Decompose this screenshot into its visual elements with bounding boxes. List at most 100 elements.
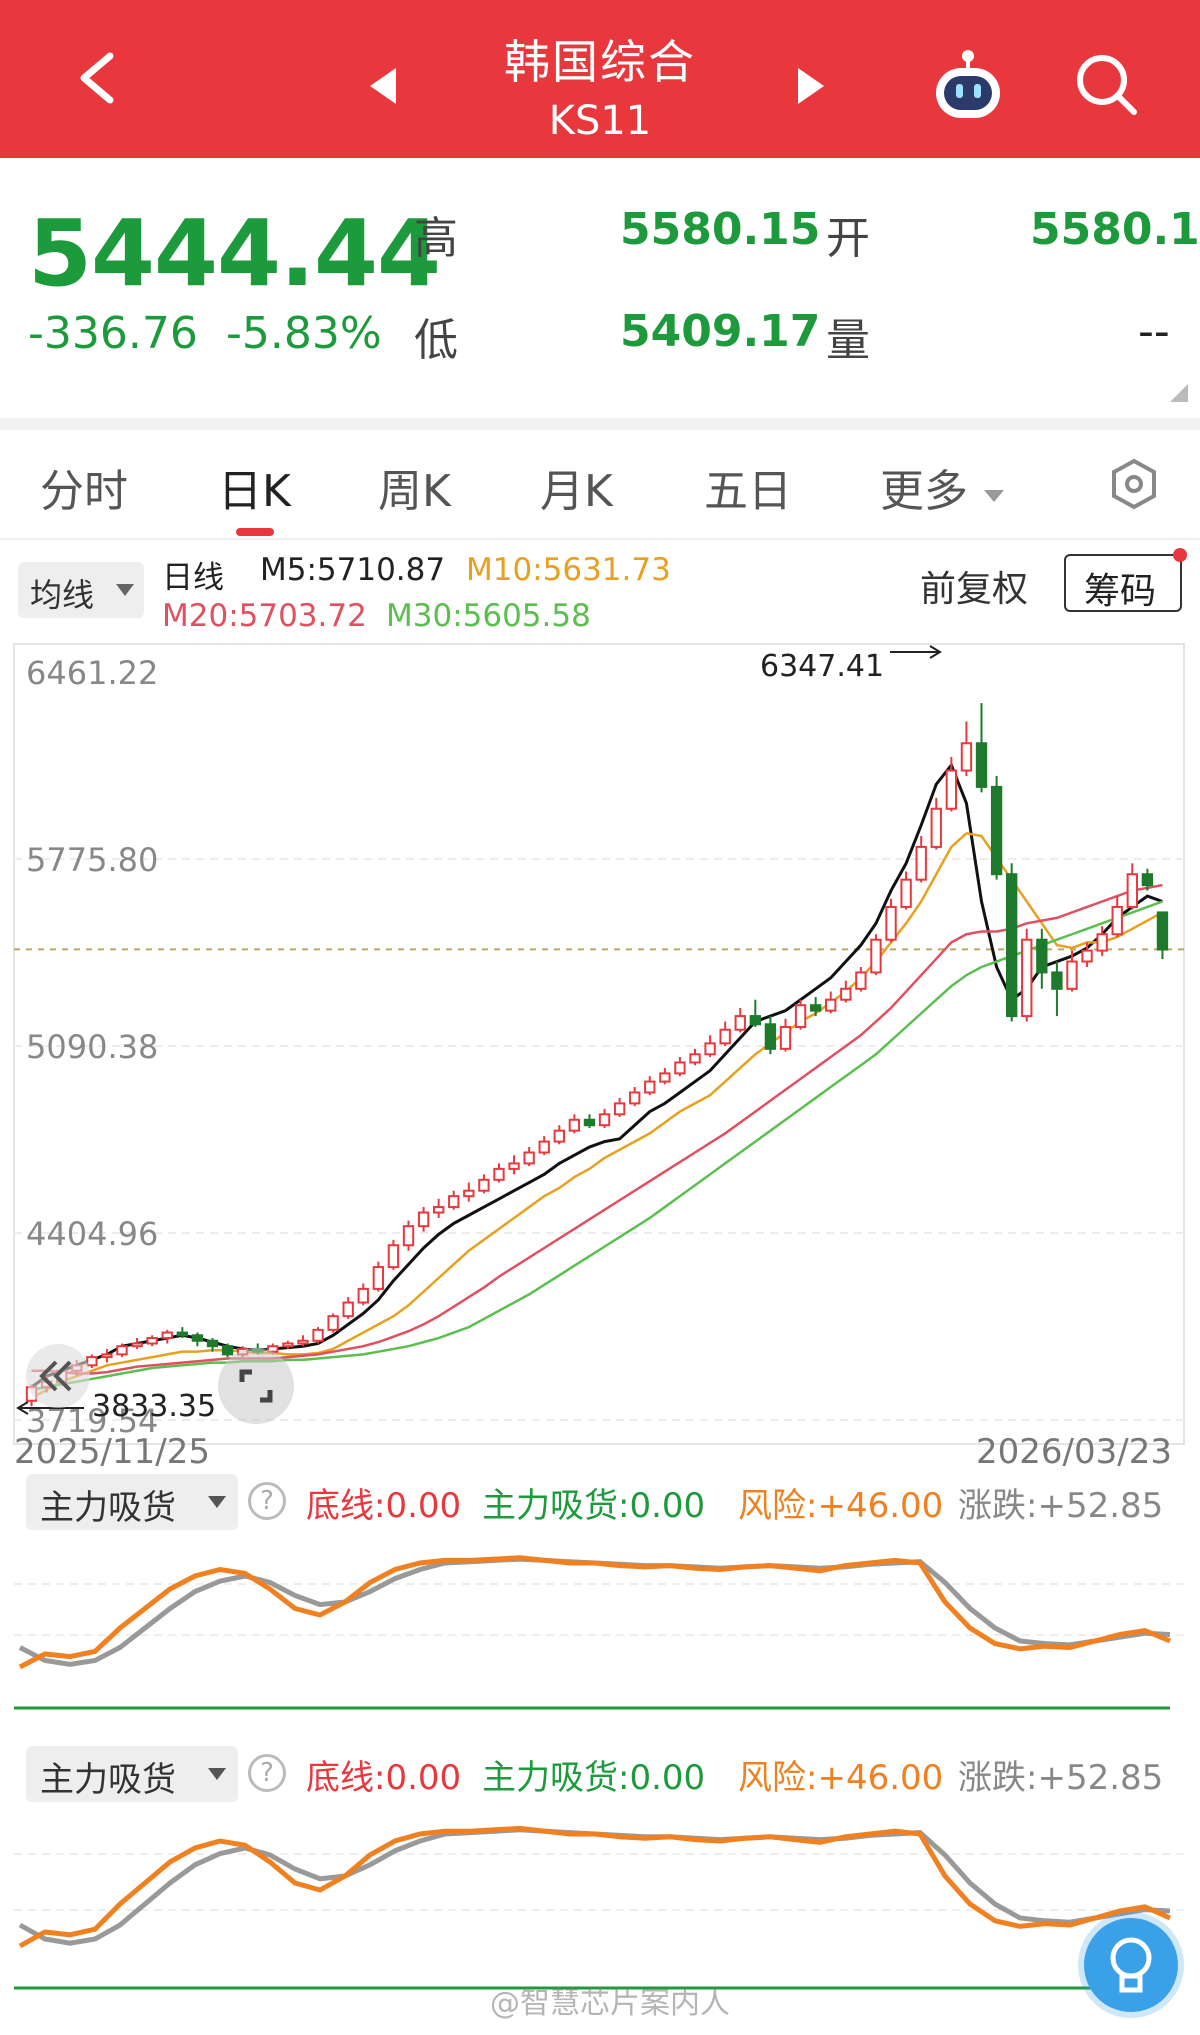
candle-body	[1005, 873, 1018, 1018]
candle	[568, 1114, 581, 1134]
max-arrowhead	[929, 645, 942, 659]
ma-line-m30	[31, 900, 1163, 1392]
candle	[825, 991, 837, 1014]
chips-button[interactable]: 筹码	[1064, 554, 1182, 612]
candle-body	[598, 1113, 611, 1127]
candle-body	[493, 1167, 505, 1181]
min-price-label: 3833.35	[92, 1389, 216, 1424]
candle-body	[282, 1342, 294, 1348]
ind2-change: 涨跌:+52.85	[958, 1758, 1164, 1798]
tab-more[interactable]: 更多	[880, 455, 1006, 519]
candle	[1036, 928, 1048, 989]
candle-body	[297, 1339, 309, 1345]
candle	[764, 1016, 777, 1055]
back-button[interactable]	[70, 48, 130, 108]
low-label: 低	[414, 315, 458, 366]
chart-settings-button[interactable]	[1108, 458, 1160, 514]
ma-m5: M5:5710.87	[260, 552, 446, 588]
candle-body	[583, 1118, 596, 1127]
candle	[508, 1155, 520, 1175]
candle	[478, 1174, 490, 1194]
candle	[1051, 961, 1063, 1017]
candle	[659, 1067, 671, 1085]
candle	[674, 1057, 686, 1077]
candle-body	[432, 1206, 445, 1214]
low-value: 5409.17	[620, 306, 821, 357]
indicator-help-icon-1[interactable]: ?	[248, 1482, 286, 1520]
candle-body	[1111, 905, 1123, 936]
index-code: KS11	[548, 98, 652, 144]
candle	[809, 996, 822, 1017]
caret-down-icon	[984, 490, 1004, 502]
tab-daily-k[interactable]: 日K	[218, 466, 291, 517]
candle	[1156, 911, 1169, 960]
caret-down-icon	[208, 1496, 226, 1508]
indicator-selector-1[interactable]: 主力吸货	[26, 1474, 238, 1530]
ma-line-m5	[30, 762, 1163, 1389]
tab-five-day[interactable]: 五日	[704, 466, 792, 517]
ma-m30: M30:5605.58	[386, 598, 591, 634]
ma-period: 日线	[162, 560, 224, 596]
candle	[975, 703, 988, 793]
candle-body	[146, 1337, 158, 1345]
candle-body	[131, 1342, 143, 1348]
candle-body	[1081, 949, 1093, 963]
candle-body	[372, 1266, 385, 1290]
candle	[146, 1335, 158, 1347]
indicator-help-icon-2[interactable]: ?	[248, 1754, 286, 1792]
candle	[463, 1182, 475, 1202]
candle-body	[327, 1315, 339, 1331]
candle-body	[674, 1061, 686, 1075]
fullscreen-button[interactable]	[218, 1348, 294, 1424]
adjust-type[interactable]: 前复权	[920, 569, 1029, 610]
candle-body	[342, 1301, 354, 1318]
candle-body	[704, 1042, 716, 1056]
top-bar: 韩国综合 KS11	[0, 0, 1200, 158]
candle	[357, 1283, 369, 1306]
candle-body	[990, 785, 1003, 876]
candle	[689, 1048, 701, 1066]
candle	[794, 999, 807, 1030]
price-change: -336.76	[28, 308, 198, 359]
next-index-button[interactable]	[796, 66, 826, 110]
chips-button-label: 筹码	[1084, 571, 1157, 612]
robot-assistant-button[interactable]	[930, 48, 1006, 128]
scroll-left-button[interactable]	[26, 1344, 90, 1408]
candle-body	[1051, 971, 1063, 990]
tab-weekly-k[interactable]: 周K	[378, 466, 451, 517]
candle-body	[885, 905, 897, 941]
candle	[1081, 942, 1093, 967]
triangle-right-icon	[798, 68, 824, 104]
candle	[191, 1332, 204, 1347]
tips-bulb-button[interactable]	[1084, 1918, 1178, 2012]
triangle-left-icon	[370, 68, 396, 104]
caret-down-icon	[208, 1768, 226, 1780]
chevron-left-icon	[80, 52, 114, 104]
candle-body	[689, 1053, 701, 1064]
indicator-selector-2[interactable]: 主力吸货	[26, 1746, 238, 1802]
candle-body	[417, 1211, 430, 1228]
expand-quote-icon[interactable]	[1170, 384, 1188, 406]
notification-dot	[1173, 548, 1187, 562]
candle-body	[312, 1328, 324, 1342]
tab-more-label: 更多	[880, 466, 968, 517]
candle-body	[719, 1028, 731, 1045]
indicator-chart-1	[14, 1555, 1184, 1710]
search-button[interactable]	[1074, 52, 1140, 122]
candle-body	[960, 742, 973, 772]
y-tick-label: 4404.96	[26, 1215, 158, 1253]
tab-monthly-k[interactable]: 月K	[540, 466, 613, 517]
candle	[86, 1354, 98, 1369]
tab-intraday[interactable]: 分时	[40, 466, 128, 517]
candle	[598, 1108, 611, 1128]
ma-selector[interactable]: 均线	[18, 562, 144, 618]
ind1-main: 主力吸货:0.00	[482, 1486, 706, 1526]
double-chevron-left-icon	[39, 1360, 72, 1392]
ma-m20: M20:5703.72	[162, 598, 367, 634]
ind1-change: 涨跌:+52.85	[958, 1486, 1164, 1526]
candle-body	[448, 1195, 460, 1209]
candle-body	[945, 769, 958, 810]
candle-body	[221, 1345, 234, 1356]
prev-index-button[interactable]	[368, 66, 398, 110]
